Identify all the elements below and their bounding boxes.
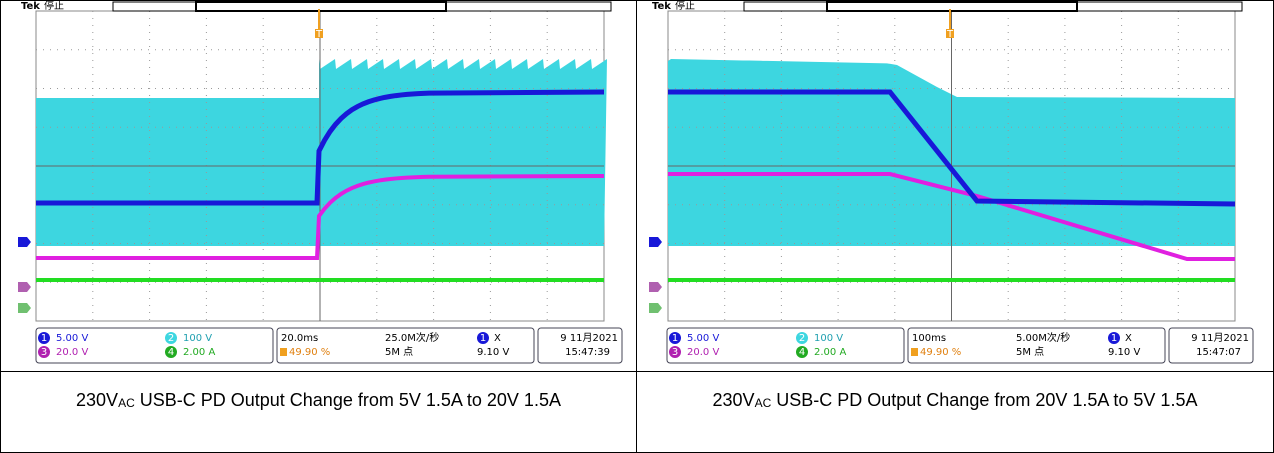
channel-number: 3 — [672, 347, 678, 358]
channel-scale: 100 V — [814, 333, 843, 344]
date: 9 11月2021 — [1191, 332, 1249, 344]
channel-number: 1 — [672, 333, 678, 344]
channel-scale: 20.0 V — [56, 347, 88, 358]
caption-subscript: AC — [118, 396, 135, 410]
caption-prefix: 230V — [76, 390, 118, 410]
channel-scale: 2.00 A — [183, 347, 215, 358]
caption-text: USB-C PD Output Change from 20V 1.5A to … — [771, 390, 1197, 410]
channel-ground-marker — [649, 282, 662, 292]
caption-cell: 230VAC USB-C PD Output Change from 20V 1… — [637, 372, 1273, 452]
trigger-position: 49.90 % — [289, 347, 330, 358]
sample-rate: 5.00M次/秒 — [1016, 331, 1070, 344]
channel-number: 2 — [799, 333, 805, 344]
channel-number: 1 — [41, 333, 47, 344]
record-window — [827, 2, 1077, 11]
scope-cell: Tek 停止 T 1 5.00 V 2 100 V 3 20.0 V 4 2.00 A 100ms 49… — [637, 1, 1273, 372]
trigger-position: 49.90 % — [920, 347, 961, 358]
trigger-type: X — [494, 333, 501, 344]
channel-scale: 5.00 V — [56, 333, 88, 344]
brand: Tek — [21, 1, 40, 12]
trigger-type: X — [1125, 333, 1132, 344]
brand: Tek — [652, 1, 671, 12]
channel-ground-marker — [18, 282, 31, 292]
trigger-source: 1 — [1111, 333, 1117, 344]
channel-scale: 20.0 V — [687, 347, 719, 358]
time: 15:47:07 — [1196, 347, 1241, 358]
record-length: 5M 点 — [385, 346, 413, 358]
channel-ground-marker — [18, 237, 31, 247]
trigger-pos-icon — [280, 348, 287, 356]
caption-subscript: AC — [755, 396, 772, 410]
channel-ground-marker — [18, 303, 31, 313]
channel-scale: 2.00 A — [814, 347, 846, 358]
sample-rate: 25.0M次/秒 — [385, 331, 439, 344]
scope-cell: Tek 停止 T 1 5.00 V 2 100 V 3 20.0 V 4 2.00 A 20.0ms 4… — [1, 1, 637, 372]
date: 9 11月2021 — [560, 332, 618, 344]
channel-ground-marker — [649, 303, 662, 313]
caption-cell: 230VAC USB-C PD Output Change from 5V 1.… — [1, 372, 637, 452]
channel-scale: 5.00 V — [687, 333, 719, 344]
channel-number: 4 — [168, 347, 174, 358]
channel-number: 2 — [168, 333, 174, 344]
trigger-level: 9.10 V — [477, 347, 509, 358]
timebase: 20.0ms — [281, 333, 318, 344]
channel-number: 4 — [799, 347, 805, 358]
scope-screenshot: Tek 停止 T 1 5.00 V 2 100 V 3 20.0 V 4 2.00 A 20.0ms 4… — [1, 1, 637, 372]
trigger-marker: T — [315, 29, 323, 40]
run-state: 停止 — [675, 1, 695, 12]
channel-ground-marker — [649, 237, 662, 247]
page: Tek 停止 T 1 5.00 V 2 100 V 3 20.0 V 4 2.00 A 20.0ms 4… — [0, 0, 1274, 453]
scope-screenshot: Tek 停止 T 1 5.00 V 2 100 V 3 20.0 V 4 2.00 A 100ms 49… — [637, 1, 1273, 372]
caption-prefix: 230V — [713, 390, 755, 410]
caption-text: USB-C PD Output Change from 5V 1.5A to 2… — [135, 390, 561, 410]
timebase: 100ms — [912, 333, 946, 344]
caption: 230VAC USB-C PD Output Change from 20V 1… — [695, 372, 1215, 420]
trigger-marker: T — [946, 29, 954, 40]
caption: 230VAC USB-C PD Output Change from 5V 1.… — [59, 372, 579, 420]
channel-scale: 100 V — [183, 333, 212, 344]
trigger-level: 9.10 V — [1108, 347, 1140, 358]
trigger-source: 1 — [480, 333, 486, 344]
run-state: 停止 — [44, 1, 64, 12]
time: 15:47:39 — [565, 347, 610, 358]
record-length: 5M 点 — [1016, 346, 1044, 358]
channel-number: 3 — [41, 347, 47, 358]
trigger-pos-icon — [911, 348, 918, 356]
record-window — [196, 2, 446, 11]
